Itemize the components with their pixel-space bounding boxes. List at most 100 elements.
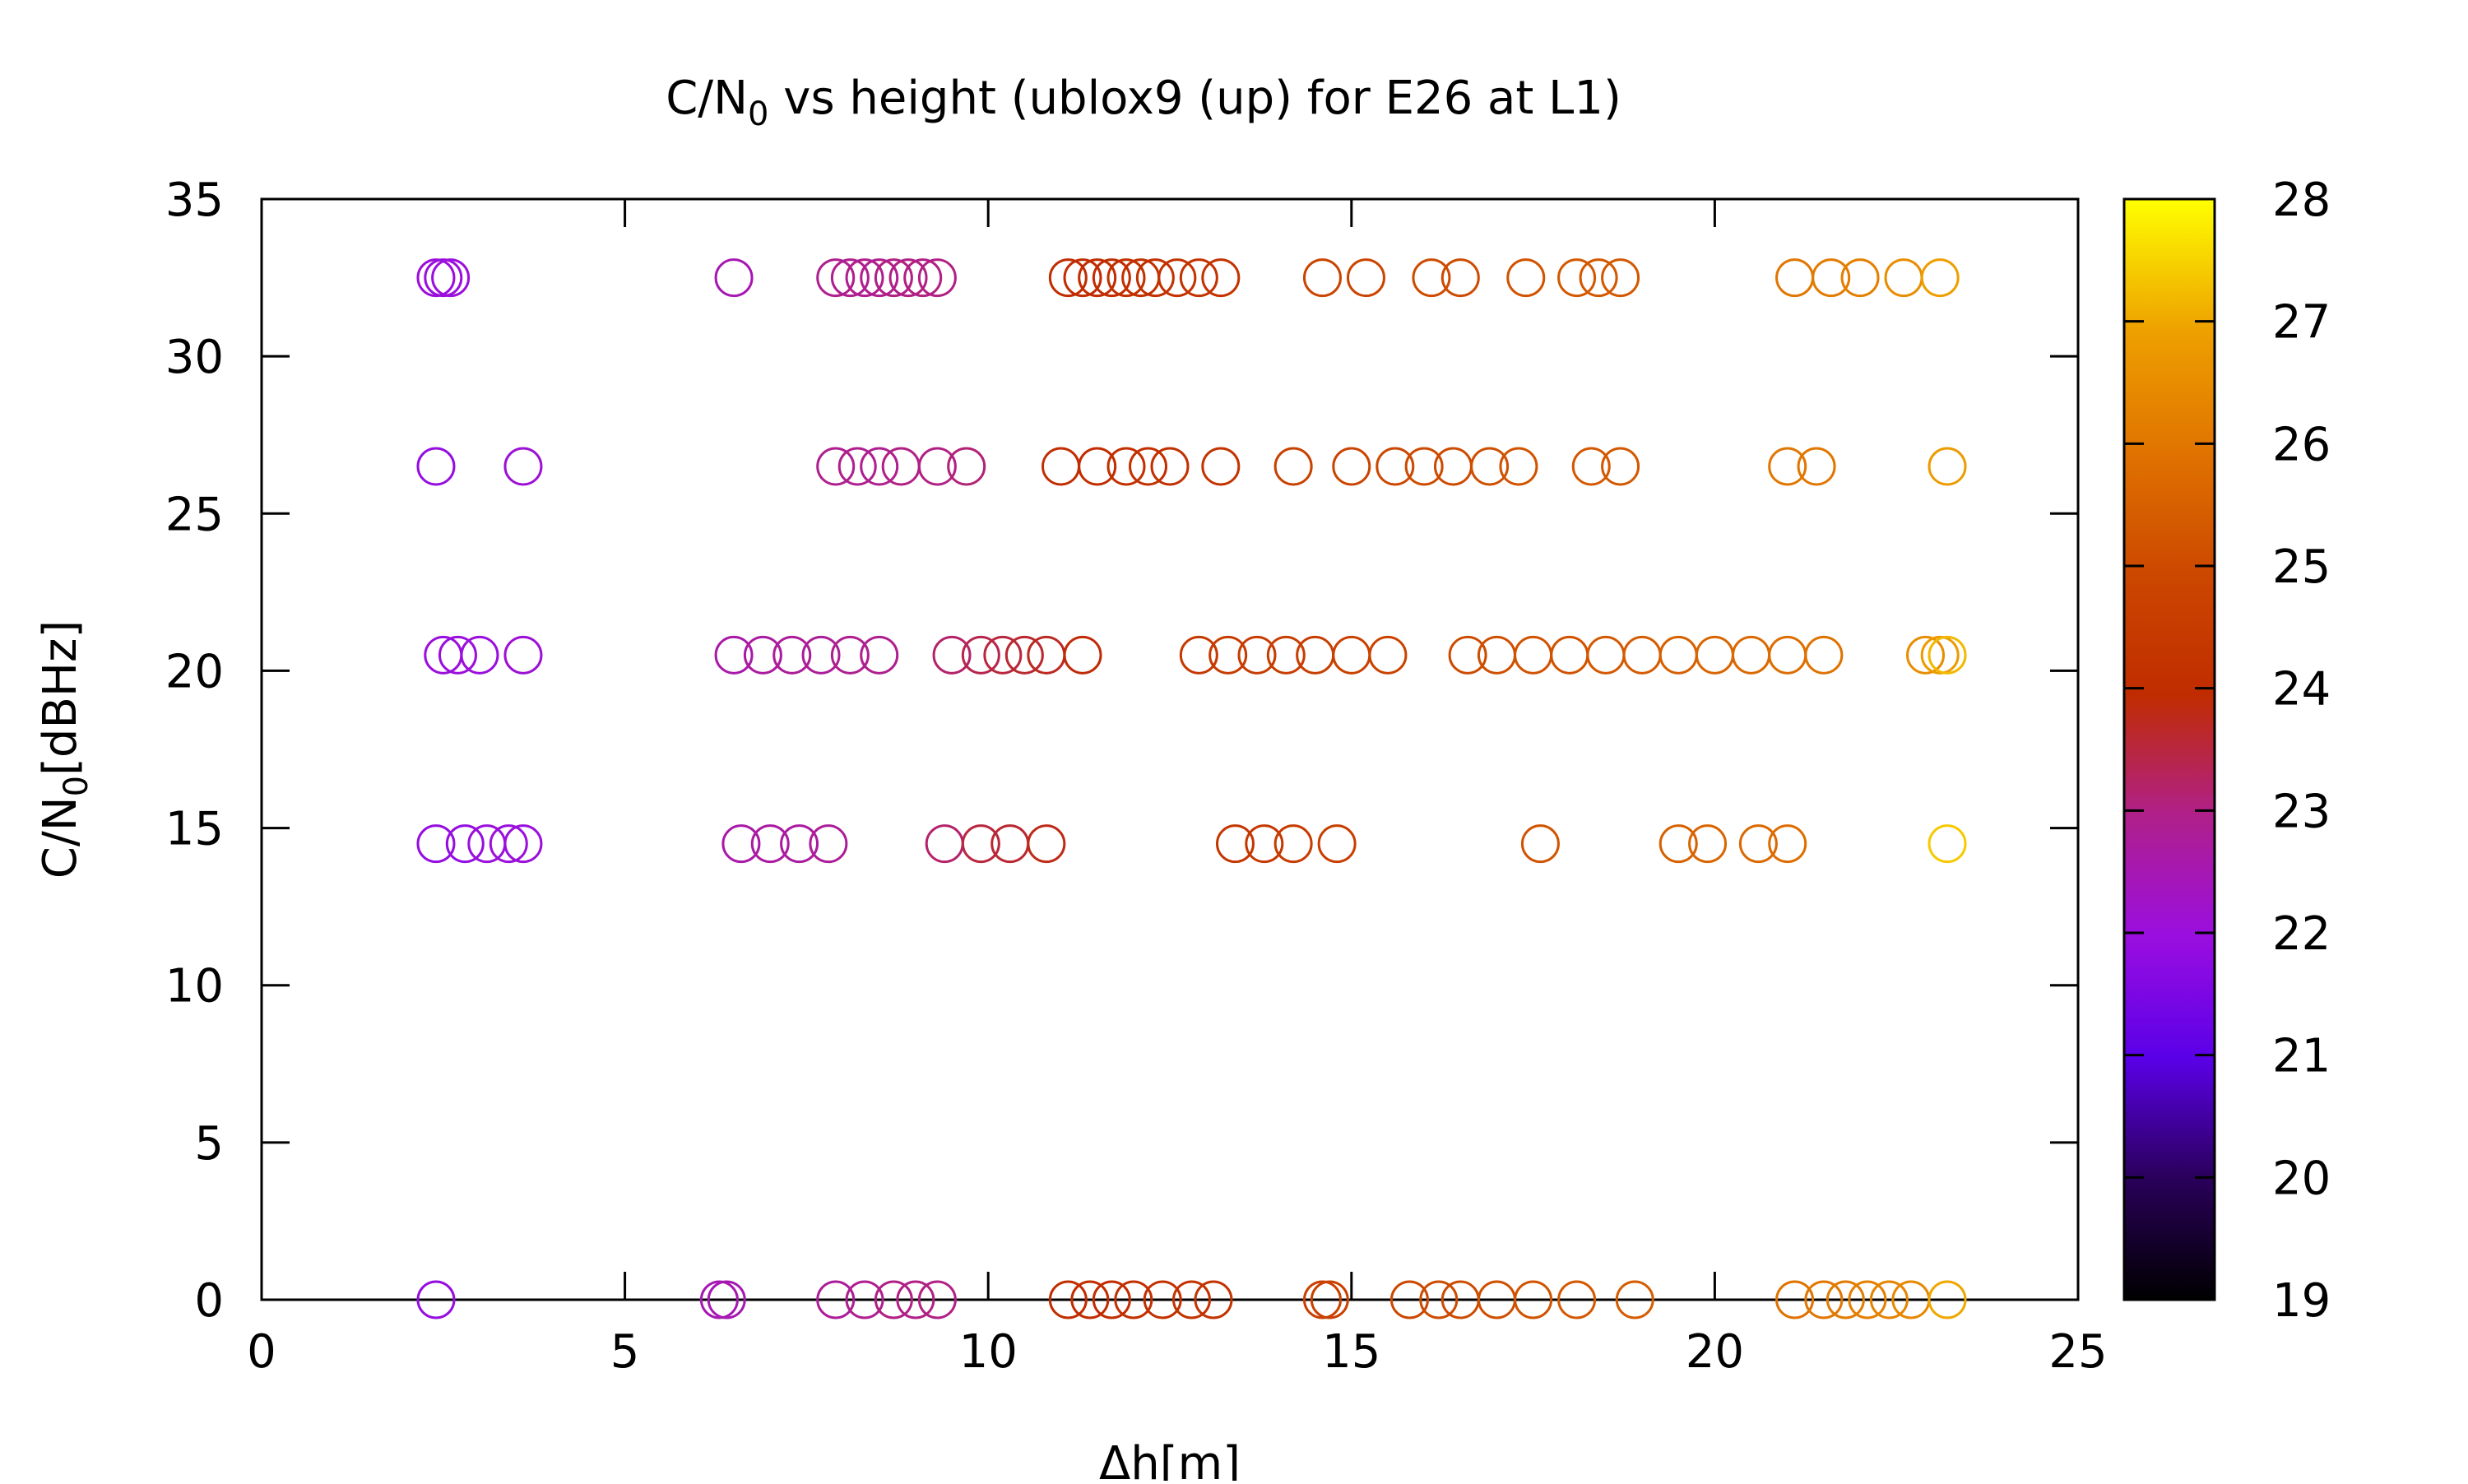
colorbar-tick-label: 25 bbox=[2272, 540, 2331, 594]
data-point bbox=[903, 258, 943, 298]
data-point bbox=[1571, 447, 1611, 486]
data-point bbox=[1601, 258, 1640, 298]
data-point bbox=[1048, 258, 1088, 298]
y-tick-label: 10 bbox=[165, 960, 224, 1013]
data-point bbox=[1470, 447, 1510, 486]
data-point bbox=[860, 447, 899, 486]
data-point bbox=[1550, 635, 1589, 675]
data-point bbox=[917, 258, 957, 298]
data-point bbox=[1273, 447, 1313, 486]
data-point bbox=[1106, 447, 1146, 486]
data-point bbox=[925, 824, 964, 864]
data-point bbox=[874, 1280, 913, 1319]
data-point bbox=[1920, 258, 1960, 298]
data-point bbox=[1928, 447, 1967, 486]
data-point bbox=[888, 258, 928, 298]
data-point bbox=[1245, 824, 1284, 864]
data-point bbox=[1477, 635, 1516, 675]
x-tick-label: 10 bbox=[959, 1325, 1018, 1379]
data-point bbox=[1586, 635, 1626, 675]
y-tick-label: 5 bbox=[194, 1117, 224, 1171]
data-point bbox=[1768, 447, 1807, 486]
data-point bbox=[1310, 1280, 1349, 1319]
colorbar-tick-label: 24 bbox=[2272, 663, 2331, 716]
colorbar-ticks: 19 20 21 22 23 24 25 26 27 28 bbox=[2124, 174, 2331, 1328]
data-point bbox=[1332, 447, 1371, 486]
data-point bbox=[489, 824, 528, 864]
data-point bbox=[503, 635, 543, 675]
data-point bbox=[1041, 447, 1081, 486]
data-point bbox=[816, 447, 856, 486]
data-point bbox=[1695, 635, 1734, 675]
data-point bbox=[1775, 258, 1815, 298]
y-tick-label: 20 bbox=[165, 645, 224, 698]
data-point bbox=[1070, 1280, 1110, 1319]
y-axis: 0 5 10 15 20 25 30 35 bbox=[165, 174, 2078, 1328]
data-point bbox=[816, 1280, 856, 1319]
data-point bbox=[1812, 258, 1851, 298]
data-point bbox=[1346, 258, 1385, 298]
x-tick-label: 25 bbox=[2048, 1325, 2107, 1379]
data-point bbox=[1302, 1280, 1342, 1319]
data-point bbox=[1520, 824, 1560, 864]
data-point bbox=[1738, 824, 1778, 864]
y-tick-label: 0 bbox=[194, 1274, 224, 1328]
data-points bbox=[416, 258, 1967, 1319]
x-tick-label: 5 bbox=[610, 1325, 640, 1379]
data-point bbox=[1078, 258, 1117, 298]
y-tick-label: 35 bbox=[165, 174, 224, 227]
data-point bbox=[1419, 1280, 1459, 1319]
data-point bbox=[816, 258, 856, 298]
data-point bbox=[947, 447, 986, 486]
data-point bbox=[1092, 1280, 1131, 1319]
data-point bbox=[750, 824, 790, 864]
data-point bbox=[1106, 258, 1146, 298]
data-point bbox=[1179, 635, 1218, 675]
colorbar-tick-label: 26 bbox=[2272, 418, 2331, 471]
data-point bbox=[1114, 1280, 1153, 1319]
data-point bbox=[714, 258, 754, 298]
data-point bbox=[503, 824, 543, 864]
x-axis: 0 5 10 15 20 25 bbox=[247, 199, 2108, 1379]
data-point bbox=[1768, 824, 1807, 864]
data-point bbox=[1928, 1280, 1967, 1319]
data-point bbox=[1063, 635, 1102, 675]
data-point bbox=[707, 1280, 746, 1319]
data-point bbox=[1004, 635, 1044, 675]
data-point bbox=[1201, 447, 1241, 486]
data-point bbox=[1368, 635, 1408, 675]
data-point bbox=[1514, 1280, 1553, 1319]
data-point bbox=[837, 447, 877, 486]
data-point bbox=[424, 258, 463, 298]
data-point bbox=[1027, 635, 1066, 675]
data-point bbox=[1266, 635, 1306, 675]
data-point bbox=[743, 635, 782, 675]
data-point bbox=[467, 824, 507, 864]
data-point bbox=[874, 258, 913, 298]
data-point bbox=[1129, 447, 1168, 486]
data-point bbox=[1237, 635, 1277, 675]
data-point bbox=[1302, 258, 1342, 298]
data-point bbox=[896, 1280, 935, 1319]
data-point bbox=[1375, 447, 1415, 486]
chart-title: C/N0 vs height (ublox9 (up) for E26 at L… bbox=[666, 72, 1621, 133]
data-point bbox=[1440, 258, 1480, 298]
data-point bbox=[1514, 635, 1553, 675]
data-point bbox=[772, 635, 812, 675]
data-point bbox=[801, 635, 841, 675]
colorbar-tick-label: 21 bbox=[2272, 1030, 2331, 1083]
colorbar-tick-label: 28 bbox=[2272, 174, 2331, 227]
data-point bbox=[1201, 258, 1241, 298]
data-point bbox=[1332, 635, 1371, 675]
data-point bbox=[932, 635, 972, 675]
data-point bbox=[860, 258, 899, 298]
data-point bbox=[1273, 824, 1313, 864]
data-point bbox=[1775, 1280, 1815, 1319]
data-point bbox=[1804, 635, 1844, 675]
data-point bbox=[416, 824, 456, 864]
data-point bbox=[1848, 1280, 1887, 1319]
data-point bbox=[780, 824, 819, 864]
data-point bbox=[1179, 258, 1218, 298]
colorbar-tick-label: 20 bbox=[2272, 1152, 2331, 1205]
